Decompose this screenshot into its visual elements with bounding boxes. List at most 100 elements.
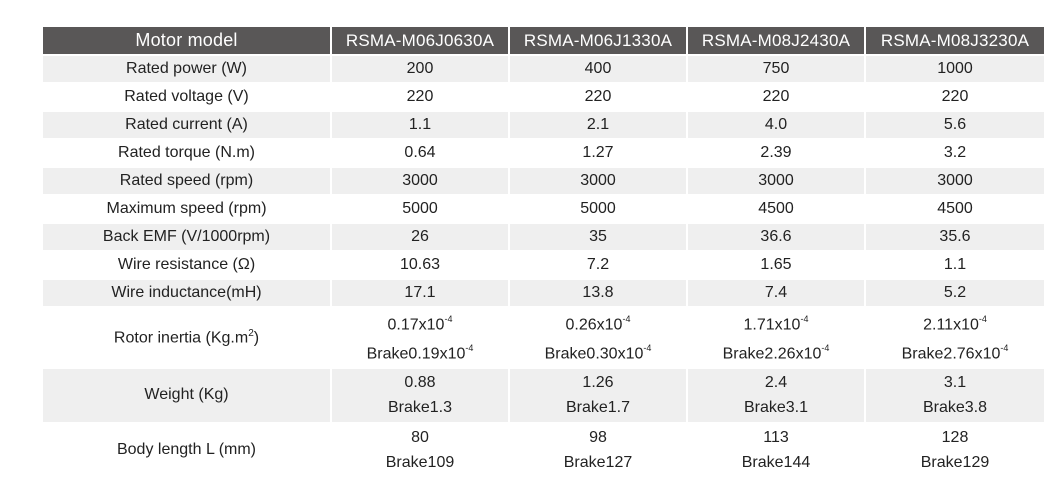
cell-value: 4500 bbox=[866, 196, 1044, 224]
cell-value: 5000 bbox=[510, 196, 688, 224]
inertia-mantissa: 1.71x10 bbox=[743, 316, 801, 334]
inertia-mantissa: Brake0.30x10 bbox=[544, 345, 644, 363]
standard-value: 1.26 bbox=[582, 374, 614, 392]
cell-value: 3000 bbox=[510, 168, 688, 196]
cell-value: 36.6 bbox=[688, 224, 866, 252]
brake-value: Brake0.30x10-4 bbox=[510, 337, 686, 366]
inertia-mantissa: 0.26x10 bbox=[565, 316, 623, 334]
inertia-exponent: -4 bbox=[821, 343, 830, 354]
row-rated-power: Rated power (W) 200 400 750 1000 bbox=[43, 56, 1044, 84]
cell-value: 13.8 bbox=[510, 280, 688, 308]
row-rotor-inertia: Rotor inertia (Kg.m2) 0.17x10-4 Brake0.1… bbox=[43, 308, 1044, 369]
cell-value: 2.4 Brake3.1 bbox=[688, 368, 866, 424]
cell-value: 1.71x10-4 Brake2.26x10-4 bbox=[688, 308, 866, 369]
cell-value: 2.39 bbox=[688, 140, 866, 168]
cell-value: 5000 bbox=[332, 196, 510, 224]
cell-value: 80 Brake109 bbox=[332, 423, 510, 479]
row-wire-inductance: Wire inductance(mH) 17.1 13.8 7.4 5.2 bbox=[43, 280, 1044, 308]
row-label: Rotor inertia (Kg.m2) bbox=[43, 308, 332, 369]
brake-value: Brake144 bbox=[741, 454, 811, 472]
header-model-2: RSMA-M06J1330A bbox=[510, 27, 688, 56]
cell-value: 5.2 bbox=[866, 280, 1044, 308]
cell-value: 5.6 bbox=[866, 112, 1044, 140]
inertia-mantissa: 0.17x10 bbox=[387, 316, 445, 334]
cell-value: 98 Brake127 bbox=[510, 423, 688, 479]
cell-value: 1.1 bbox=[866, 252, 1044, 280]
rotor-inertia-label: Rotor inertia (Kg.m bbox=[113, 328, 249, 346]
inertia-exponent: -4 bbox=[800, 314, 809, 324]
row-body-length: Body length L (mm) 80 Brake109 98 Brake1… bbox=[43, 423, 1044, 479]
motor-spec-table: Motor model RSMA-M06J0630A RSMA-M06J1330… bbox=[43, 27, 1044, 479]
standard-value: 0.17x10-4 bbox=[332, 308, 508, 337]
row-maximum-speed: Maximum speed (rpm) 5000 5000 4500 4500 bbox=[43, 196, 1044, 224]
cell-value: 0.64 bbox=[332, 140, 510, 168]
cell-value: 3.2 bbox=[866, 140, 1044, 168]
row-label: Weight (Kg) bbox=[43, 368, 332, 424]
brake-value: Brake1.3 bbox=[387, 399, 453, 417]
row-wire-resistance: Wire resistance (Ω) 10.63 7.2 1.65 1.1 bbox=[43, 252, 1044, 280]
cell-value: 3000 bbox=[332, 168, 510, 196]
brake-value: Brake1.7 bbox=[565, 399, 631, 417]
standard-value: 98 bbox=[589, 429, 607, 447]
cell-value: 7.2 bbox=[510, 252, 688, 280]
header-model-4: RSMA-M08J3230A bbox=[866, 27, 1044, 56]
cell-value: 10.63 bbox=[332, 252, 510, 280]
cell-value: 3000 bbox=[688, 168, 866, 196]
header-model-1: RSMA-M06J0630A bbox=[332, 27, 510, 56]
cell-value: 2.11x10-4 Brake2.76x10-4 bbox=[866, 308, 1044, 369]
cell-value: 35.6 bbox=[866, 224, 1044, 252]
standard-value: 2.4 bbox=[764, 374, 788, 392]
cell-value: 17.1 bbox=[332, 280, 510, 308]
cell-value: 3000 bbox=[866, 168, 1044, 196]
cell-value: 1.27 bbox=[510, 140, 688, 168]
brake-value: Brake3.1 bbox=[743, 399, 809, 417]
cell-value: 0.26x10-4 Brake0.30x10-4 bbox=[510, 308, 688, 369]
row-rated-torque: Rated torque (N.m) 0.64 1.27 2.39 3.2 bbox=[43, 140, 1044, 168]
row-label: Rated power (W) bbox=[43, 56, 332, 84]
row-label: Rated current (A) bbox=[43, 112, 332, 140]
cell-value: 220 bbox=[510, 84, 688, 112]
inertia-exponent: -4 bbox=[465, 343, 474, 354]
cell-value: 128 Brake129 bbox=[866, 423, 1044, 479]
brake-value: Brake3.8 bbox=[922, 399, 988, 417]
cell-value: 26 bbox=[332, 224, 510, 252]
cell-value: 2.1 bbox=[510, 112, 688, 140]
row-weight: Weight (Kg) 0.88 Brake1.3 1.26 Brake1.7 … bbox=[43, 368, 1044, 424]
row-rated-speed: Rated speed (rpm) 3000 3000 3000 3000 bbox=[43, 168, 1044, 196]
brake-value: Brake2.76x10-4 bbox=[866, 337, 1044, 366]
row-label: Back EMF (V/1000rpm) bbox=[43, 224, 332, 252]
cell-value: 750 bbox=[688, 56, 866, 84]
row-rated-voltage: Rated voltage (V) 220 220 220 220 bbox=[43, 84, 1044, 112]
inertia-exponent: -4 bbox=[1000, 343, 1009, 354]
cell-value: 7.4 bbox=[688, 280, 866, 308]
row-label: Rated torque (N.m) bbox=[43, 140, 332, 168]
cell-value: 4500 bbox=[688, 196, 866, 224]
brake-value: Brake129 bbox=[920, 454, 990, 472]
row-back-emf: Back EMF (V/1000rpm) 26 35 36.6 35.6 bbox=[43, 224, 1044, 252]
table-header-row: Motor model RSMA-M06J0630A RSMA-M06J1330… bbox=[43, 27, 1044, 56]
cell-value: 1.26 Brake1.7 bbox=[510, 368, 688, 424]
header-model-3: RSMA-M08J2430A bbox=[688, 27, 866, 56]
inertia-exponent: -4 bbox=[444, 314, 453, 324]
cell-value: 220 bbox=[688, 84, 866, 112]
brake-value: Brake127 bbox=[563, 454, 633, 472]
standard-value: 1.71x10-4 bbox=[688, 308, 864, 337]
squared-superscript: 2 bbox=[248, 327, 254, 339]
cell-value: 400 bbox=[510, 56, 688, 84]
standard-value: 80 bbox=[411, 429, 429, 447]
cell-value: 1000 bbox=[866, 56, 1044, 84]
row-label: Wire inductance(mH) bbox=[43, 280, 332, 308]
cell-value: 220 bbox=[332, 84, 510, 112]
cell-value: 3.1 Brake3.8 bbox=[866, 368, 1044, 424]
cell-value: 200 bbox=[332, 56, 510, 84]
standard-value: 113 bbox=[763, 429, 789, 447]
header-motor-model: Motor model bbox=[43, 27, 332, 56]
cell-value: 0.88 Brake1.3 bbox=[332, 368, 510, 424]
row-label: Maximum speed (rpm) bbox=[43, 196, 332, 224]
inertia-exponent: -4 bbox=[978, 314, 987, 324]
brake-value: Brake109 bbox=[385, 454, 455, 472]
row-rated-current: Rated current (A) 1.1 2.1 4.0 5.6 bbox=[43, 112, 1044, 140]
row-label: Wire resistance (Ω) bbox=[43, 252, 332, 280]
standard-value: 0.26x10-4 bbox=[510, 308, 686, 337]
inertia-mantissa: Brake2.26x10 bbox=[722, 345, 822, 363]
